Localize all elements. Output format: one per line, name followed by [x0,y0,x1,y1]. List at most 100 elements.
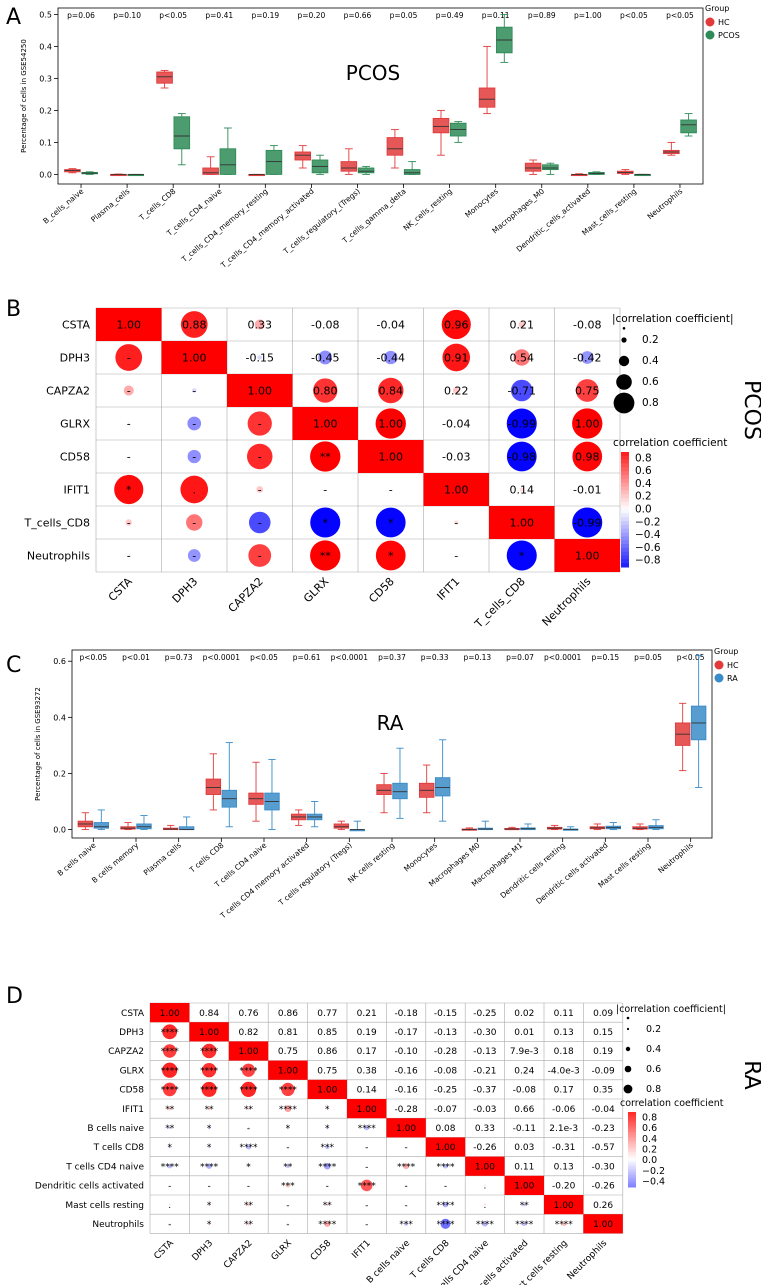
significance-label: - [127,351,131,364]
correlation-circle [375,540,406,571]
correlation-circle [206,1163,212,1169]
coefficient-label: 1.00 [317,1086,337,1096]
diagonal-cell [504,1175,544,1195]
coefficient-label: 0.88 [182,318,207,331]
color-legend-tick: 0.0 [642,1155,657,1166]
correlation-circle [123,385,134,396]
diagonal-cell [96,308,162,341]
color-legend-segment [621,459,629,464]
significance-label: - [247,1182,250,1192]
significance-label: * [167,1143,172,1153]
color-legend-segment [621,540,629,545]
size-legend-label: 0.4 [646,1044,661,1055]
coefficient-label: 1.00 [510,516,535,529]
correlation-circle [162,1044,177,1058]
y-axis-label: Percentage of cells in GSE54250 [20,39,28,153]
x-tick-label: Monocytes [402,841,439,874]
coefficient-label: 0.13 [554,1162,574,1172]
box-hc [524,162,542,172]
size-legend-dot [624,1065,632,1073]
correlation-circle [310,507,341,538]
legend-label: PCOS [718,31,740,40]
box-ra [434,777,451,797]
correlation-circle [324,323,327,326]
significance-label: **** [200,1047,219,1057]
correlation-circle [442,343,471,372]
coefficient-label: -0.04 [442,417,470,430]
coefficient-label: 1.00 [248,384,273,397]
color-legend-segment [621,486,629,491]
correlation-circle [246,443,273,470]
x-tick-label: Neutrophils [646,187,685,222]
x-tick-label: NK cells resting [346,840,396,884]
coefficient-label: 0.02 [514,1009,534,1019]
box-hc [294,151,312,161]
coefficient-label: 1.00 [238,1047,258,1057]
coefficient-label: 1.00 [475,1162,495,1172]
correlation-circle [483,1203,487,1206]
p-value-label: p=0.61 [293,653,321,662]
box-hc [156,71,173,84]
coefficient-label: 0.66 [514,1105,534,1115]
significance-label: - [323,483,327,496]
size-legend-label: 0.4 [642,355,659,367]
coefficient-label: -0.44 [377,351,405,364]
coefficient-label: -0.71 [508,384,536,397]
color-legend-tick: 0.8 [642,1112,657,1123]
significance-label: **** [200,1162,219,1172]
plot-frame [57,7,704,185]
coefficient-label: 0.96 [444,318,469,331]
correlation-circle [247,1165,250,1168]
column-label: IFIT1 [434,575,462,603]
p-value-label: p<0.05 [620,11,648,20]
significance-label: **** [358,1124,377,1134]
coefficient-label: 1.00 [554,1201,574,1211]
y-tick-label: 0.0 [39,170,52,179]
y-tick-label: 0.6 [53,657,66,666]
panel-letter-c: C [6,653,21,678]
color-legend-segment [628,1159,636,1163]
correlation-circle [285,1183,291,1188]
significance-label: - [389,483,393,496]
p-value-label: p<0.0001 [544,653,582,662]
significance-label: **** [240,1143,259,1153]
significance-label: *** [281,1182,295,1192]
correlation-circle [572,408,603,439]
significance-label: **** [476,1220,495,1230]
color-legend-segment [621,501,629,507]
significance-label: * [519,549,525,562]
coefficient-label: -0.25 [473,1009,496,1019]
y-tick-label: 0.4 [53,713,66,722]
correlation-circle [127,422,130,425]
correlation-circle [506,540,537,571]
significance-label: - [258,483,262,496]
color-legend-segment [628,1124,636,1128]
column-label: DPH3 [170,575,201,606]
row-label: T cells CD8 [93,1143,145,1153]
coefficient-label: 1.00 [160,1009,180,1019]
p-value-label: p=0.07 [506,653,534,662]
coefficient-label: 0.84 [379,384,404,397]
significance-label: ** [205,1105,215,1115]
color-legend-tick: −0.6 [635,542,661,554]
significance-label: ** [323,1201,333,1211]
row-label: DPH3 [60,351,90,364]
x-tick-label: B cells memory [90,840,141,885]
coefficient-label: 2.1e-3 [549,1124,578,1134]
box-pcos [357,167,375,174]
row-label: Mast cells resting [65,1201,144,1211]
color-legend-segment [621,547,629,553]
significance-label: . [193,483,197,496]
y-tick-label: 0.5 [39,10,52,19]
color-legend-segment [628,1139,636,1143]
size-legend-label: 0.8 [646,1084,661,1095]
coefficient-label: -0.17 [394,1028,417,1038]
coefficient-label: -0.08 [434,1066,458,1076]
coefficient-label: 1.00 [396,1124,416,1134]
coefficient-label: 1.00 [444,483,469,496]
significance-label: **** [161,1066,180,1076]
correlation-circle [454,520,459,525]
color-legend-tick: 0.2 [635,491,652,503]
p-value-label: p=1.00 [574,11,602,20]
coefficient-label: -0.08 [573,318,601,331]
